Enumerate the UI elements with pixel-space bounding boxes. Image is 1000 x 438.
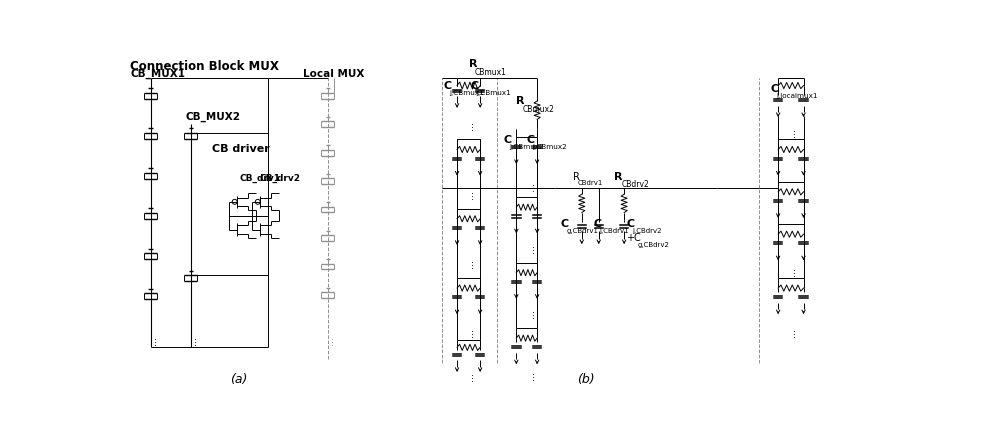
Text: j,CBdrv2: j,CBdrv2 [633, 228, 662, 234]
Text: ...: ... [325, 336, 335, 344]
Text: (a): (a) [230, 372, 248, 385]
Text: (b): (b) [577, 372, 594, 385]
Text: R: R [469, 59, 478, 69]
Text: C: C [770, 84, 779, 94]
Text: ...: ... [787, 328, 797, 337]
Text: ...: ... [465, 189, 475, 198]
Text: CB_drv1: CB_drv1 [239, 174, 280, 183]
Text: CB_MUX1: CB_MUX1 [131, 68, 186, 79]
Text: R: R [614, 171, 623, 181]
Text: C: C [593, 219, 601, 229]
Text: j,CBmux2: j,CBmux2 [509, 143, 544, 149]
Text: ...: ... [465, 328, 475, 337]
Text: C: C [470, 81, 478, 91]
Text: j,CBdrv1: j,CBdrv1 [600, 228, 629, 234]
Text: CBmux2: CBmux2 [523, 105, 554, 114]
Text: CBmux1: CBmux1 [475, 68, 507, 77]
Text: ...: ... [188, 336, 198, 344]
Text: R: R [573, 171, 579, 181]
Text: R: R [516, 96, 525, 106]
Text: ...: ... [526, 243, 536, 252]
Text: CB_drv2: CB_drv2 [260, 174, 301, 183]
Text: ...: ... [465, 371, 475, 381]
Text: ...: ... [465, 120, 475, 129]
Text: C: C [526, 134, 534, 145]
Text: j,CBmux1: j,CBmux1 [449, 89, 484, 95]
Text: C: C [626, 219, 635, 229]
Text: j,CBmux1: j,CBmux1 [476, 89, 511, 95]
Text: ...: ... [526, 182, 536, 191]
Text: CBdrv2: CBdrv2 [622, 180, 650, 189]
Text: Connection Block MUX: Connection Block MUX [130, 60, 279, 72]
Text: C: C [503, 134, 511, 145]
Text: CB driver: CB driver [212, 144, 270, 154]
Text: ...: ... [465, 258, 475, 268]
Text: +C: +C [626, 233, 641, 243]
Text: ...: ... [787, 266, 797, 275]
Text: ...: ... [526, 370, 536, 379]
Text: Local MUX: Local MUX [303, 68, 364, 78]
Text: j,CBmux2: j,CBmux2 [533, 143, 567, 149]
Text: ...: ... [526, 308, 536, 318]
Text: CBdrv1: CBdrv1 [578, 180, 603, 186]
Text: g,CBdrv2: g,CBdrv2 [637, 241, 669, 247]
Text: j,localmux1: j,localmux1 [777, 92, 818, 99]
Text: C: C [560, 219, 568, 229]
Text: g,CBdrv1: g,CBdrv1 [566, 228, 598, 234]
Text: ...: ... [148, 336, 158, 344]
Text: C: C [443, 81, 451, 91]
Text: CB_MUX2: CB_MUX2 [185, 111, 240, 122]
Text: ...: ... [787, 128, 797, 137]
